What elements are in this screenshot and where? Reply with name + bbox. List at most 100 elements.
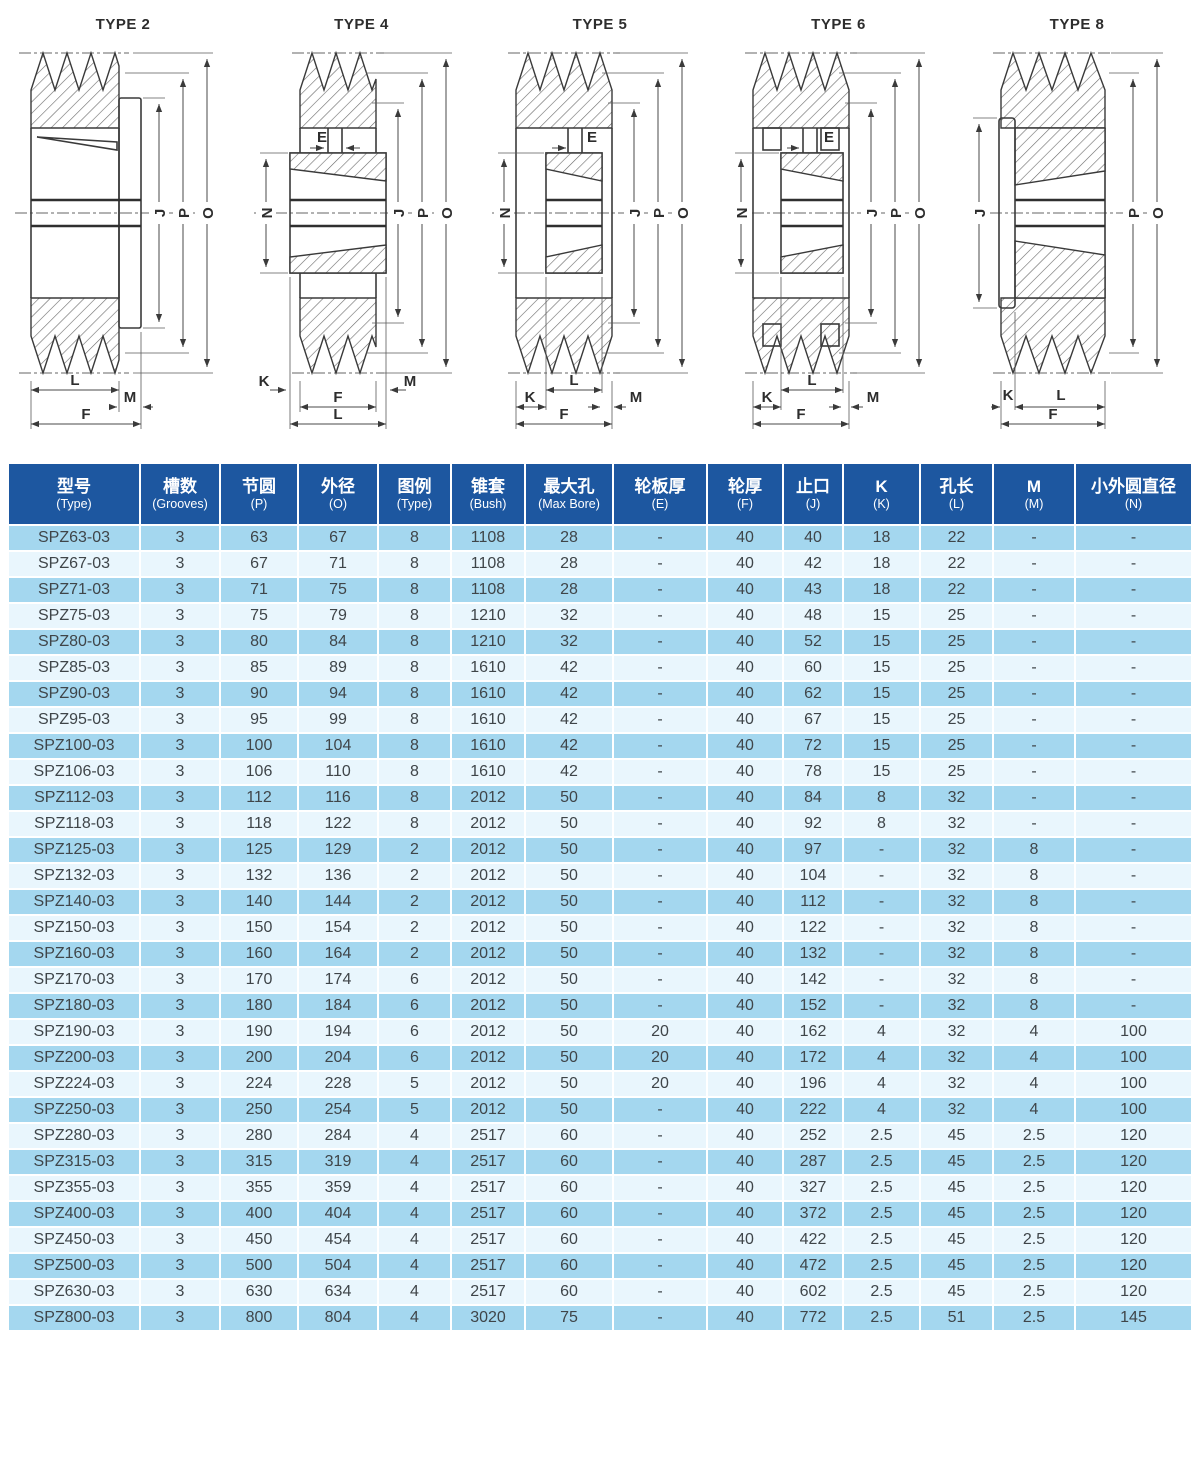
table-cell: 172 (782, 1044, 844, 1072)
table-cell: 3 (139, 1200, 221, 1228)
table-cell: SPZ106-03 (7, 758, 141, 786)
table-cell: 4 (842, 1018, 921, 1046)
table-cell: - (842, 888, 921, 916)
table-cell: - (992, 654, 1076, 682)
table-cell: 28 (524, 576, 614, 604)
spec-table-body: SPZ63-03 3 63 67 8 1108 28-40 40 18 22- - SPZ67-03 3… (7, 524, 1193, 1332)
table-cell: - (612, 914, 708, 942)
table-cell: 32 (919, 940, 994, 968)
table-cell: 2012 (450, 784, 526, 812)
table-cell: 3 (139, 966, 221, 994)
table-cell: 42 (524, 654, 614, 682)
table-cell: 250 (219, 1096, 299, 1124)
table-cell: 2.5 (992, 1200, 1076, 1228)
table-cell: - (612, 524, 708, 552)
table-cell: 32 (919, 810, 994, 838)
table-cell: - (612, 862, 708, 890)
table-cell: 2.5 (842, 1174, 921, 1202)
table-cell: 2.5 (842, 1122, 921, 1150)
table-cell: 4 (377, 1226, 452, 1254)
dim-label: N (497, 208, 514, 219)
table-cell: 32 (919, 914, 994, 942)
table-cell: 8 (377, 680, 452, 708)
dim-label: F (796, 406, 805, 423)
table-cell: 4 (377, 1278, 452, 1306)
column-header: 最大孔 (Max Bore) (524, 462, 614, 526)
table-cell: 800 (219, 1304, 299, 1332)
table-cell: 184 (297, 992, 379, 1020)
table-cell: 152 (782, 992, 844, 1020)
table-cell: 40 (706, 1044, 784, 1072)
table-cell: 18 (842, 576, 921, 604)
table-cell: 140 (219, 888, 299, 916)
table-cell: 3 (139, 888, 221, 916)
table-cell: 3 (139, 914, 221, 942)
table-cell: 6 (377, 1018, 452, 1046)
column-header: 孔长 (L) (919, 462, 994, 526)
table-cell: SPZ630-03 (7, 1278, 141, 1306)
table-cell: 40 (706, 992, 784, 1020)
table-cell: 8 (377, 732, 452, 760)
table-cell: 50 (524, 966, 614, 994)
table-cell: 2.5 (992, 1278, 1076, 1306)
table-cell: 2 (377, 940, 452, 968)
table-cell: 400 (219, 1200, 299, 1228)
table-cell: 8 (992, 940, 1076, 968)
table-cell: - (612, 1252, 708, 1280)
table-cell: 450 (219, 1226, 299, 1254)
table-cell: 2.5 (842, 1200, 921, 1228)
table-cell: 45 (919, 1252, 994, 1280)
column-header: 图例 (Type) (377, 462, 452, 526)
table-cell: - (612, 1148, 708, 1176)
dim-label: J (391, 209, 408, 217)
table-cell: 3020 (450, 1304, 526, 1332)
dim-label: O (439, 207, 456, 219)
table-cell: 67 (782, 706, 844, 734)
table-row: SPZ125-03 3 125 129 2 2012 50-40 97-32 8- (7, 836, 1193, 864)
table-cell: 1210 (450, 602, 526, 630)
table-cell: SPZ190-03 (7, 1018, 141, 1046)
dim-label: K (761, 389, 772, 406)
table-cell: 2012 (450, 914, 526, 942)
table-cell: 5 (377, 1096, 452, 1124)
table-cell: 15 (842, 654, 921, 682)
table-cell: 45 (919, 1148, 994, 1176)
table-row: SPZ400-03 3 400 404 4 2517 60-40 372 2.5 45 2.5 120 (7, 1200, 1193, 1228)
table-cell: 120 (1074, 1200, 1193, 1228)
table-cell: SPZ250-03 (7, 1096, 141, 1124)
table-cell: 3 (139, 1278, 221, 1306)
table-cell: 100 (1074, 1018, 1193, 1046)
table-cell: 25 (919, 654, 994, 682)
table-cell: - (1074, 992, 1193, 1020)
table-cell: 254 (297, 1096, 379, 1124)
table-cell: 3 (139, 732, 221, 760)
table-cell: 372 (782, 1200, 844, 1228)
diagram-title: TYPE 6 (811, 16, 866, 33)
table-cell: 315 (219, 1148, 299, 1176)
table-cell: 2517 (450, 1252, 526, 1280)
table-cell: 3 (139, 940, 221, 968)
table-cell: 8 (992, 992, 1076, 1020)
table-cell: 60 (524, 1122, 614, 1150)
table-cell: 8 (992, 836, 1076, 864)
table-cell: 3 (139, 784, 221, 812)
table-cell: 3 (139, 1252, 221, 1280)
table-cell: 25 (919, 732, 994, 760)
dim-label: F (559, 406, 568, 423)
table-cell: 50 (524, 836, 614, 864)
column-header: K (K) (842, 462, 921, 526)
diagram-type8: TYPE 8 J (966, 16, 1188, 448)
table-cell: 40 (706, 628, 784, 656)
dim-label: L (569, 372, 578, 389)
table-cell: 196 (782, 1070, 844, 1098)
table-cell: 228 (297, 1070, 379, 1098)
table-cell: 3 (139, 1148, 221, 1176)
dim-label: E (316, 129, 326, 146)
table-cell: 500 (219, 1252, 299, 1280)
table-cell: 8 (377, 784, 452, 812)
table-cell: 48 (782, 602, 844, 630)
table-cell: 40 (706, 966, 784, 994)
table-row: SPZ500-03 3 500 504 4 2517 60-40 472 2.5 45 2.5 120 (7, 1252, 1193, 1280)
table-cell: 8 (842, 784, 921, 812)
table-cell: - (612, 1174, 708, 1202)
